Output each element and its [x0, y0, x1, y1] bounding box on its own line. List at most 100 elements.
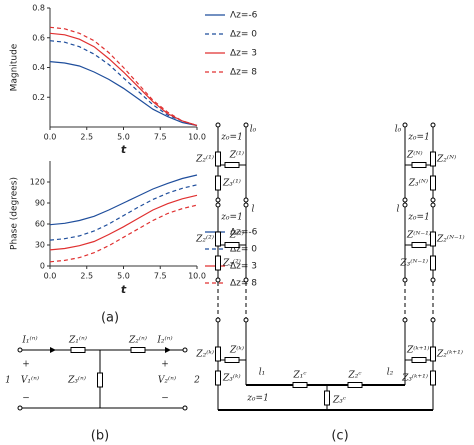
resistor [292, 382, 308, 388]
label: Z₃⁽²⁾ [222, 258, 241, 269]
label: l [397, 205, 400, 215]
legend-label: Δz= 8 [230, 68, 257, 78]
arrow [50, 347, 56, 353]
label: I₂⁽ⁿ⁾ [156, 335, 172, 346]
terminal [243, 122, 249, 128]
label: Z⁽¹⁾ [229, 150, 244, 161]
label: z₀=1 [220, 213, 243, 223]
terminal [402, 202, 408, 208]
label: Z⁽²⁾ [229, 230, 244, 241]
legend-label: Δz= 8 [230, 279, 257, 289]
resistor [430, 231, 436, 247]
arrow [165, 347, 171, 353]
label: Z₁ᶜ [292, 371, 306, 381]
label: z₀=1 [407, 213, 430, 223]
terminal [430, 277, 436, 283]
resistor [130, 347, 146, 353]
terminal [215, 122, 221, 128]
label: + [161, 360, 169, 370]
label: z₀=1 [407, 133, 430, 143]
x-axis-label: t [121, 143, 127, 156]
label: Z₃⁽ᴺ⁾ [408, 178, 428, 189]
y-tick-label: 120 [30, 178, 45, 187]
label: Z₃⁽ᵏ⁾ [222, 373, 241, 384]
terminal [430, 197, 436, 203]
label: − [161, 394, 169, 404]
resistor [324, 390, 330, 406]
y-tick-label: 90 [35, 199, 45, 208]
x-axis-label: t [121, 283, 127, 296]
resistor [430, 151, 436, 167]
x-tick-label: 5.0 [117, 272, 130, 281]
x-tick-label: 2.5 [80, 272, 93, 281]
label: l₂ [387, 368, 394, 378]
terminal [402, 277, 408, 283]
panel-label: (c) [331, 429, 348, 444]
label: l₁ [259, 368, 266, 378]
series-line [49, 40, 198, 127]
resistor [215, 370, 221, 386]
resistor [215, 175, 221, 191]
label: z₀=1 [246, 394, 269, 404]
x-tick-label: 10.0 [188, 133, 206, 142]
terminal [402, 317, 408, 323]
x-tick-label: 0.0 [44, 272, 57, 281]
terminal [17, 405, 23, 411]
y-axis-label: Magnitude [10, 43, 20, 91]
resistor [411, 162, 427, 168]
label: Z₃⁽ᵏ⁺¹⁾ [401, 373, 428, 384]
x-tick-label: 5.0 [117, 133, 130, 142]
legend-label: Δz= 3 [230, 49, 257, 59]
resistor [411, 242, 427, 248]
label: Z₃⁽ⁿ⁾ [67, 375, 86, 386]
legend-label: Δz= 0 [230, 245, 257, 255]
label: V₁⁽ⁿ⁾ [21, 375, 39, 386]
x-tick-label: 7.5 [154, 272, 167, 281]
terminal [243, 317, 249, 323]
label: Z₃ᶜ [332, 396, 346, 406]
resistor [411, 357, 427, 363]
label: Z₂⁽²⁾ [195, 234, 214, 245]
resistor [430, 346, 436, 362]
resistor [215, 231, 221, 247]
label: Z₂⁽ᴺ⁻¹⁾ [436, 234, 465, 245]
resistor [347, 382, 363, 388]
y-tick-label: 0.6 [32, 33, 45, 42]
label: + [22, 360, 30, 370]
label: Z⁽ᵏ⁾ [229, 345, 244, 356]
resistor [430, 175, 436, 191]
label: 2 [193, 376, 200, 386]
terminal [182, 405, 188, 411]
terminal [17, 347, 23, 353]
legend-label: Δz= 3 [230, 262, 257, 272]
terminal [182, 347, 188, 353]
label: z₀=1 [220, 133, 243, 143]
label: Z₂⁽ᴺ⁾ [436, 154, 456, 165]
terminal [402, 122, 408, 128]
terminal [243, 197, 249, 203]
label: l₀ [250, 125, 257, 135]
panel-label: (b) [91, 429, 109, 444]
y-tick-label: 0.2 [32, 93, 45, 102]
series-line [49, 194, 198, 251]
x-tick-label: 2.5 [80, 133, 93, 142]
label: Z⁽ᴺ⁾ [406, 150, 423, 161]
label: Z₂⁽¹⁾ [195, 154, 214, 165]
series-line [49, 204, 198, 263]
label: I₁⁽ⁿ⁾ [21, 335, 37, 346]
label: Z₂ᶜ [347, 371, 361, 381]
series-line [49, 32, 198, 127]
terminal [430, 202, 436, 208]
terminal [430, 122, 436, 128]
y-tick-label: 0.4 [32, 63, 45, 72]
label: 1 [5, 376, 11, 386]
legend-label: Λz=-6 [230, 11, 258, 21]
label: V₂⁽ⁿ⁾ [158, 375, 176, 386]
label: Z₂⁽ᵏ⁾ [195, 349, 214, 360]
series-line [49, 26, 198, 127]
resistor [224, 242, 240, 248]
resistor [215, 255, 221, 271]
resistor [224, 357, 240, 363]
x-tick-label: 0.0 [44, 133, 57, 142]
